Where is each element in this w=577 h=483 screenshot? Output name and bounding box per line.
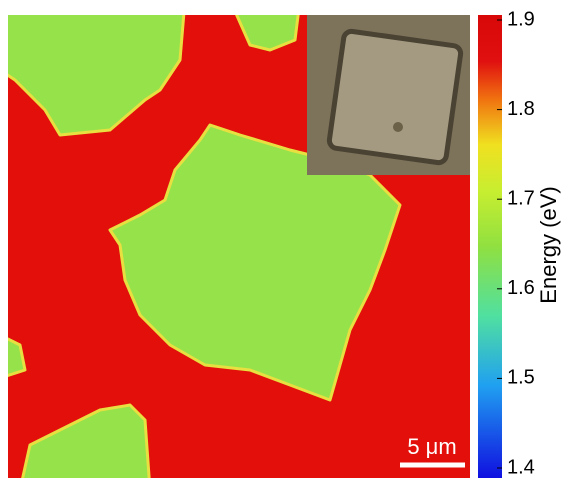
tick-label: 1.7 [507, 187, 535, 209]
energy-map: 5 μm [0, 0, 470, 483]
tick-label: 1.4 [507, 456, 535, 478]
colorbar-ticks: 1.4 1.5 1.6 1.7 1.8 1.9 [497, 8, 535, 478]
figure: 5 μm Energy (eV) 1.4 1.5 1.6 1.7 1.8 1.9 [0, 0, 577, 483]
colorbar-label: Energy (eV) [536, 186, 561, 303]
tick-label: 1.8 [507, 98, 535, 120]
colorbar [478, 15, 502, 478]
inset-image [307, 15, 470, 175]
tick-label: 1.5 [507, 367, 535, 389]
tick-label: 1.6 [507, 277, 535, 299]
tick-label: 1.9 [507, 8, 535, 30]
scale-bar-label: 5 μm [407, 434, 456, 459]
